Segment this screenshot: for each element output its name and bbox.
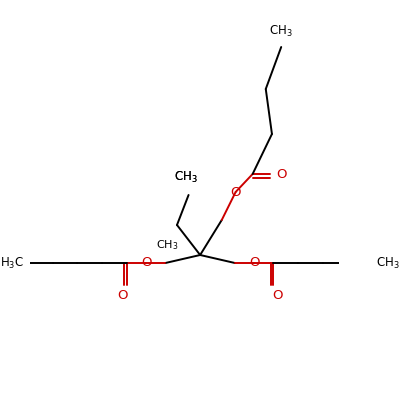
Text: O: O <box>272 289 282 302</box>
Text: CH$_3$: CH$_3$ <box>269 24 293 39</box>
Text: CH$_3$: CH$_3$ <box>376 256 400 270</box>
Text: O: O <box>276 168 286 180</box>
Text: CH$_3$: CH$_3$ <box>174 170 197 185</box>
Text: O: O <box>230 186 241 198</box>
Text: O: O <box>118 289 128 302</box>
Text: CH$_3$: CH$_3$ <box>174 170 197 185</box>
Text: O: O <box>141 256 151 270</box>
Text: CH$_3$: CH$_3$ <box>156 238 178 252</box>
Text: O: O <box>249 256 260 270</box>
Text: H$_3$C: H$_3$C <box>0 256 24 270</box>
